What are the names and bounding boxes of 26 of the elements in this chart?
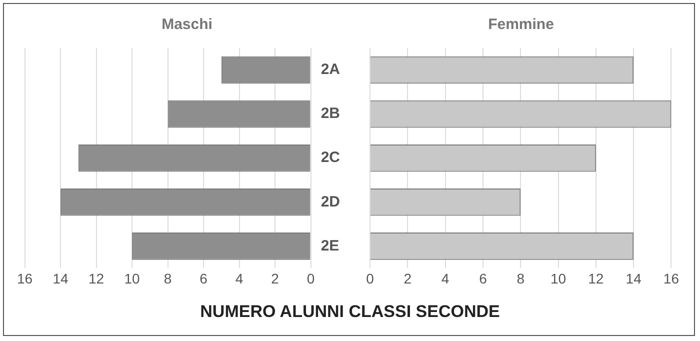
y-tick-label: 2A <box>320 61 340 78</box>
x-tick-label: 6 <box>200 270 208 286</box>
x-tick-label: 16 <box>663 270 680 286</box>
x-tick-label: 2 <box>271 270 280 286</box>
x-tick-label: 2 <box>404 270 412 286</box>
x-tick-label: 8 <box>164 270 172 286</box>
y-tick-label: 2C <box>320 149 340 166</box>
x-tick-label: 6 <box>479 270 488 286</box>
x-tick-label: 12 <box>88 270 104 286</box>
x-tick-label: 8 <box>516 270 525 286</box>
y-tick-label: 2B <box>320 105 340 122</box>
x-tick-label: 10 <box>550 270 566 286</box>
x-tick-label: 14 <box>626 270 642 286</box>
x-tick-label: 0 <box>306 270 315 286</box>
chart-title: Maschi <box>162 16 212 34</box>
x-tick-label: 4 <box>441 270 450 286</box>
x-tick-label: 4 <box>235 270 244 286</box>
x-tick-label: 10 <box>124 270 140 286</box>
x-tick-label: 0 <box>366 270 374 286</box>
x-tick-label: 12 <box>588 270 604 286</box>
x-tick-label: 14 <box>52 270 69 286</box>
chart-title: Femmine <box>488 16 554 34</box>
x-tick-label: 16 <box>16 270 33 286</box>
y-tick-label: 2D <box>320 193 340 210</box>
y-tick-label: 2E <box>320 237 340 254</box>
text: NUMERO ALUNNI CLASSI SECONDE <box>199 302 501 322</box>
